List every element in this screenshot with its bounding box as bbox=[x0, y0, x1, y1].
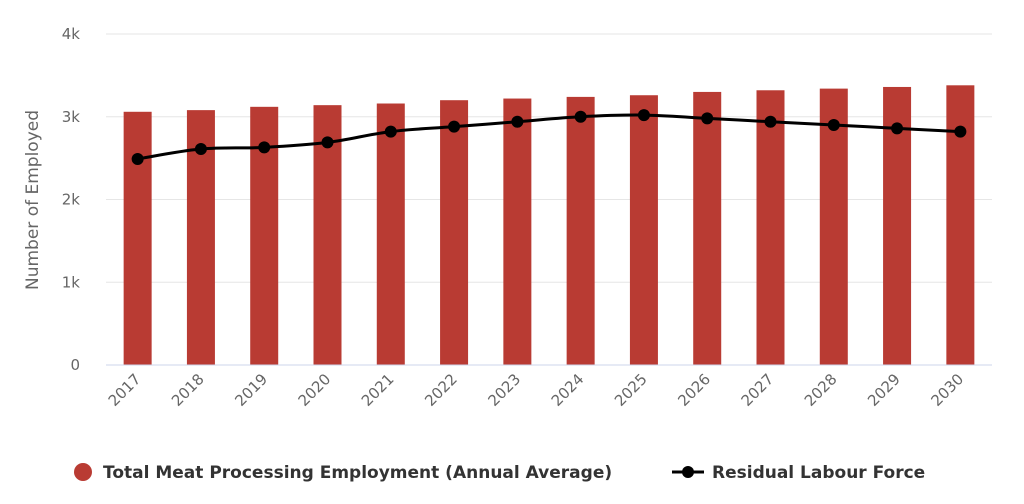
bar[interactable] bbox=[440, 100, 469, 365]
bar[interactable] bbox=[756, 90, 785, 366]
x-tick-label: 2026 bbox=[674, 370, 714, 410]
x-tick-label: 2022 bbox=[421, 370, 461, 410]
bar[interactable] bbox=[123, 111, 152, 365]
line-point[interactable] bbox=[321, 136, 334, 149]
line-point[interactable] bbox=[637, 109, 650, 122]
legend-bar-marker bbox=[74, 463, 92, 481]
x-tick-label: 2023 bbox=[484, 370, 524, 410]
line-point[interactable] bbox=[891, 122, 904, 135]
bar[interactable] bbox=[313, 105, 342, 365]
line-point[interactable] bbox=[194, 143, 207, 156]
line-point[interactable] bbox=[511, 115, 524, 128]
x-tick-label: 2020 bbox=[295, 370, 335, 410]
legend-bar-label: Total Meat Processing Employment (Annual… bbox=[103, 463, 612, 483]
line-point[interactable] bbox=[258, 141, 271, 154]
x-tick-label: 2030 bbox=[927, 370, 967, 410]
x-tick-label: 2028 bbox=[801, 370, 841, 410]
y-axis-title: Number of Employed bbox=[23, 110, 43, 290]
y-tick-label: 3k bbox=[62, 108, 81, 126]
x-tick-label: 2021 bbox=[358, 370, 398, 410]
y-tick-label: 0 bbox=[70, 356, 80, 374]
line-point[interactable] bbox=[701, 112, 714, 125]
bar[interactable] bbox=[503, 98, 532, 366]
line-series bbox=[131, 109, 967, 165]
y-tick-label: 1k bbox=[62, 273, 81, 291]
x-tick-label: 2025 bbox=[611, 370, 651, 410]
line-point[interactable] bbox=[764, 115, 777, 128]
x-tick-label: 2024 bbox=[548, 370, 588, 410]
gridlines bbox=[106, 33, 992, 283]
legend-item-bars[interactable]: Total Meat Processing Employment (Annual… bbox=[74, 463, 612, 483]
line-point[interactable] bbox=[448, 120, 461, 133]
x-tick-label: 2019 bbox=[231, 370, 271, 410]
bar[interactable] bbox=[376, 103, 405, 365]
legend-item-line[interactable]: Residual Labour Force bbox=[672, 463, 925, 483]
bar-series bbox=[123, 85, 975, 366]
line-point[interactable] bbox=[131, 152, 144, 165]
bar[interactable] bbox=[629, 95, 658, 366]
line-point[interactable] bbox=[384, 125, 397, 138]
y-tick-label: 2k bbox=[62, 191, 81, 209]
line-point[interactable] bbox=[827, 119, 840, 132]
x-axis: 2017 2018 2019 2020 2021 2022 2023 2024 2025 2026… bbox=[105, 370, 967, 410]
y-axis: 0 1k 2k 3k 4k bbox=[62, 25, 81, 374]
legend-line-label: Residual Labour Force bbox=[712, 463, 925, 483]
legend-line-marker bbox=[682, 466, 694, 478]
line-point[interactable] bbox=[954, 125, 967, 138]
bar[interactable] bbox=[693, 91, 722, 366]
x-tick-label: 2018 bbox=[168, 370, 208, 410]
x-tick-label: 2027 bbox=[738, 370, 778, 410]
line-point[interactable] bbox=[574, 110, 587, 123]
bar[interactable] bbox=[566, 96, 595, 365]
x-tick-label: 2029 bbox=[864, 370, 904, 410]
bar[interactable] bbox=[819, 88, 848, 366]
y-tick-label: 4k bbox=[62, 25, 81, 43]
legend: Total Meat Processing Employment (Annual… bbox=[74, 463, 925, 483]
x-tick-label: 2017 bbox=[105, 370, 145, 410]
